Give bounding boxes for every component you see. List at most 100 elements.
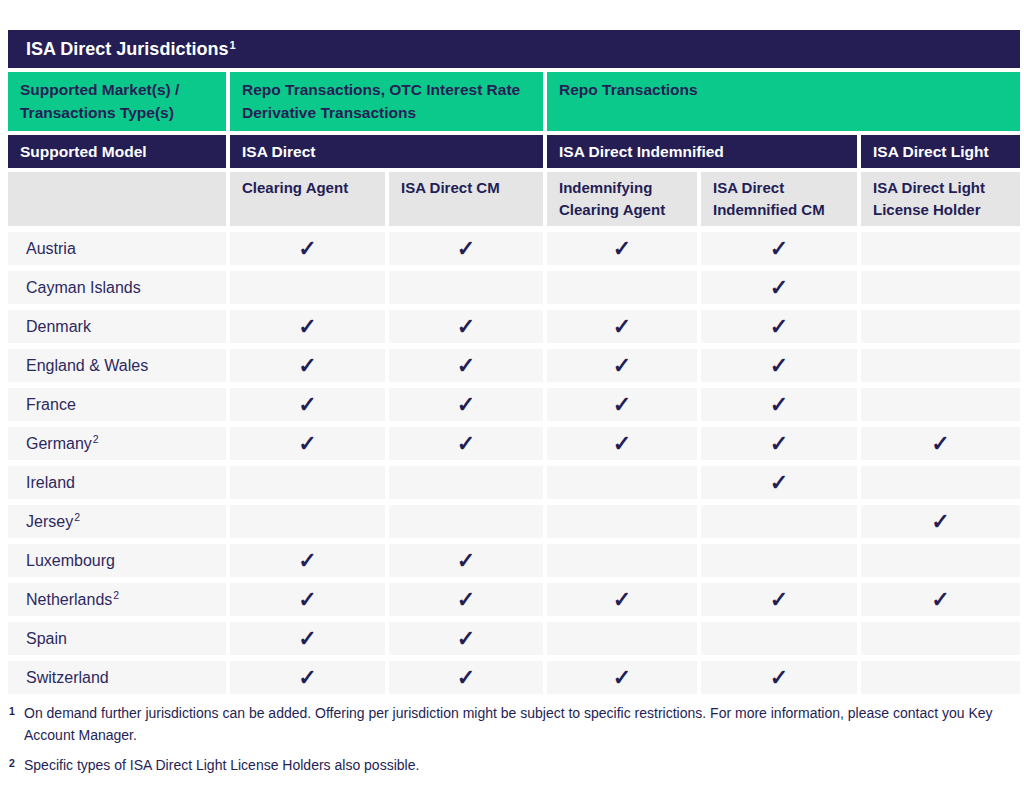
- table-row: Luxembourg ✓ ✓: [8, 544, 1020, 577]
- checkmark-icon: ✓: [298, 355, 316, 377]
- cell-clearing-agent: [230, 505, 385, 538]
- jurisdiction-name: Luxembourg: [26, 552, 115, 570]
- jurisdiction-name: Netherlands: [26, 591, 112, 609]
- checkmark-icon: ✓: [613, 433, 631, 455]
- checkmark-icon: ✓: [457, 355, 475, 377]
- market-group-repo-otc-cell: Repo Transactions, OTC Interest Rate Der…: [230, 72, 543, 131]
- cell-isa-direct-indemnified-cm: [701, 544, 857, 577]
- cell-indemnifying-clearing-agent: ✓: [547, 232, 697, 265]
- checkmark-icon: ✓: [298, 667, 316, 689]
- footnote-1-marker: 1: [9, 703, 15, 720]
- cell-isa-direct-cm: ✓: [389, 544, 543, 577]
- checkmark-icon: ✓: [613, 355, 631, 377]
- jurisdictions-table: ISA Direct Jurisdictions1 Supported Mark…: [8, 30, 1020, 694]
- column-header-row: Clearing Agent ISA Direct CM Indemnifyin…: [8, 172, 1020, 225]
- footnote-1: 1On demand further jurisdictions can be …: [9, 702, 1017, 747]
- cell-isa-direct-light-license-holder: ✓: [861, 427, 1020, 460]
- jurisdiction-cell: Netherlands2: [8, 583, 226, 616]
- jurisdiction-name: Switzerland: [26, 669, 109, 687]
- cell-clearing-agent: [230, 271, 385, 304]
- jurisdiction-footnote-marker: 2: [113, 589, 119, 601]
- cell-isa-direct-indemnified-cm: ✓: [701, 466, 857, 499]
- table-row: Jersey2 ✓: [8, 505, 1020, 538]
- cell-isa-direct-indemnified-cm: ✓: [701, 232, 857, 265]
- checkmark-icon: ✓: [770, 238, 788, 260]
- footnote-2-marker: 2: [9, 755, 15, 772]
- page: ISA Direct Jurisdictions1 Supported Mark…: [0, 0, 1024, 802]
- checkmark-icon: ✓: [613, 238, 631, 260]
- checkmark-icon: ✓: [457, 316, 475, 338]
- cell-indemnifying-clearing-agent: ✓: [547, 661, 697, 694]
- jurisdiction-name: Cayman Islands: [26, 279, 141, 297]
- model-isa-direct-light-cell: ISA Direct Light: [861, 135, 1020, 168]
- cell-isa-direct-light-license-holder: [861, 466, 1020, 499]
- jurisdiction-name: Spain: [26, 630, 67, 648]
- cell-isa-direct-light-license-holder: [861, 544, 1020, 577]
- cell-isa-direct-cm: ✓: [389, 622, 543, 655]
- cell-clearing-agent: ✓: [230, 583, 385, 616]
- footnotes: 1On demand further jurisdictions can be …: [9, 702, 1017, 783]
- empty-header-cell: [8, 172, 226, 226]
- cell-isa-direct-light-license-holder: [861, 349, 1020, 382]
- cell-indemnifying-clearing-agent: [547, 505, 697, 538]
- table-title-wrap: ISA Direct Jurisdictions1: [26, 40, 236, 58]
- checkmark-icon: ✓: [457, 394, 475, 416]
- checkmark-icon: ✓: [298, 550, 316, 572]
- cell-indemnifying-clearing-agent: ✓: [547, 427, 697, 460]
- checkmark-icon: ✓: [457, 667, 475, 689]
- cell-isa-direct-cm: ✓: [389, 310, 543, 343]
- cell-isa-direct-light-license-holder: [861, 232, 1020, 265]
- market-group-repo-cell: Repo Transactions: [547, 72, 1020, 131]
- table-row: Netherlands2 ✓ ✓ ✓ ✓ ✓: [8, 583, 1020, 616]
- checkmark-icon: ✓: [457, 433, 475, 455]
- jurisdiction-cell: France: [8, 388, 226, 421]
- jurisdiction-name: Germany: [26, 435, 92, 453]
- checkmark-icon: ✓: [298, 589, 316, 611]
- checkmark-icon: ✓: [931, 433, 949, 455]
- cell-clearing-agent: ✓: [230, 622, 385, 655]
- cell-isa-direct-indemnified-cm: ✓: [701, 427, 857, 460]
- cell-indemnifying-clearing-agent: ✓: [547, 349, 697, 382]
- checkmark-icon: ✓: [298, 394, 316, 416]
- cell-isa-direct-cm: ✓: [389, 232, 543, 265]
- cell-clearing-agent: ✓: [230, 232, 385, 265]
- cell-isa-direct-indemnified-cm: ✓: [701, 388, 857, 421]
- cell-isa-direct-light-license-holder: [861, 622, 1020, 655]
- jurisdiction-cell: Spain: [8, 622, 226, 655]
- cell-clearing-agent: [230, 466, 385, 499]
- checkmark-icon: ✓: [613, 667, 631, 689]
- checkmark-icon: ✓: [298, 316, 316, 338]
- column-header-isa-direct-indemnified-cm: ISA Direct Indemnified CM: [701, 172, 857, 226]
- checkmark-icon: ✓: [931, 511, 949, 533]
- jurisdiction-cell: Cayman Islands: [8, 271, 226, 304]
- cell-clearing-agent: ✓: [230, 388, 385, 421]
- jurisdiction-footnote-marker: 2: [93, 433, 99, 445]
- cell-isa-direct-indemnified-cm: ✓: [701, 271, 857, 304]
- cell-indemnifying-clearing-agent: [547, 622, 697, 655]
- jurisdiction-cell: Luxembourg: [8, 544, 226, 577]
- cell-isa-direct-indemnified-cm: ✓: [701, 583, 857, 616]
- table-row: Germany2 ✓ ✓ ✓ ✓ ✓: [8, 427, 1020, 460]
- table-row: France ✓ ✓ ✓ ✓: [8, 388, 1020, 421]
- checkmark-icon: ✓: [613, 589, 631, 611]
- checkmark-icon: ✓: [613, 316, 631, 338]
- checkmark-icon: ✓: [931, 589, 949, 611]
- jurisdiction-cell: England & Wales: [8, 349, 226, 382]
- jurisdiction-cell: Jersey2: [8, 505, 226, 538]
- table-row: Switzerland ✓ ✓ ✓ ✓: [8, 661, 1020, 694]
- cell-isa-direct-light-license-holder: [861, 271, 1020, 304]
- cell-isa-direct-light-license-holder: ✓: [861, 583, 1020, 616]
- table-row: Cayman Islands ✓: [8, 271, 1020, 304]
- checkmark-icon: ✓: [457, 589, 475, 611]
- cell-clearing-agent: ✓: [230, 310, 385, 343]
- jurisdiction-name: England & Wales: [26, 357, 148, 375]
- cell-indemnifying-clearing-agent: [547, 271, 697, 304]
- jurisdiction-footnote-marker: 2: [74, 511, 80, 523]
- table-row: Denmark ✓ ✓ ✓ ✓: [8, 310, 1020, 343]
- cell-indemnifying-clearing-agent: [547, 466, 697, 499]
- checkmark-icon: ✓: [457, 238, 475, 260]
- checkmark-icon: ✓: [770, 433, 788, 455]
- checkmark-icon: ✓: [298, 433, 316, 455]
- column-header-indemnifying-clearing-agent: Indemnifying Clearing Agent: [547, 172, 697, 226]
- checkmark-icon: ✓: [770, 316, 788, 338]
